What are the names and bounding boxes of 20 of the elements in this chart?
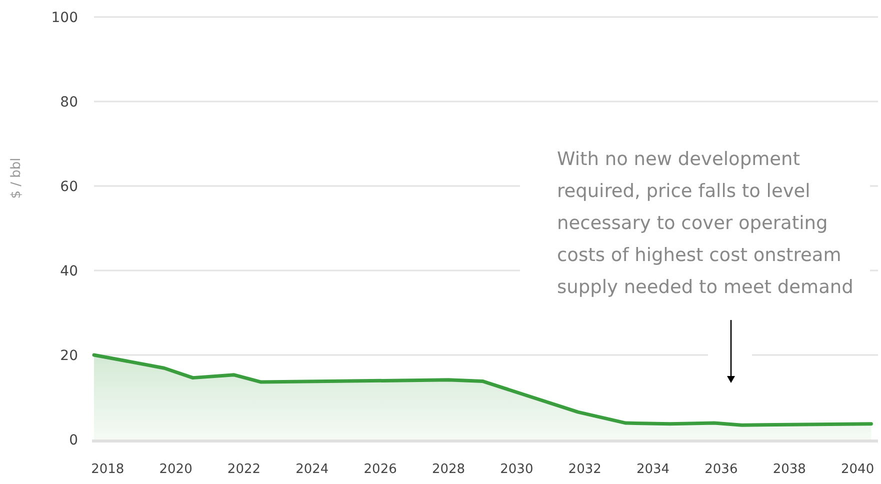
x-tick-label: 2026: [364, 462, 397, 477]
x-tick-label: 2018: [91, 462, 124, 477]
y-tick-label: 100: [51, 10, 78, 26]
x-tick-label: 2036: [704, 462, 738, 477]
x-tick-label: 2028: [432, 462, 466, 477]
y-axis-title: $ / bbl: [9, 158, 24, 199]
y-tick-label: 20: [60, 348, 78, 364]
x-tick-label: 2038: [772, 462, 806, 477]
y-tick-label: 80: [60, 94, 78, 110]
x-tick-label: 2032: [568, 462, 602, 477]
annotation: With no new development required, price falls to level necessary to cover operating costs of highest cost onstream supply needed to meet demand: [557, 149, 854, 298]
y-tick-label: 0: [69, 432, 78, 448]
y-tick-label: 60: [60, 178, 78, 195]
x-tick-label: 2034: [636, 462, 670, 477]
x-tick-label: 2040: [841, 462, 874, 477]
x-tick-label: 2020: [159, 462, 192, 477]
x-tick-label: 2024: [296, 462, 329, 477]
y-tick-label: 40: [60, 263, 78, 280]
x-tick-label: 2022: [227, 462, 261, 477]
x-tick-label: 2030: [500, 462, 534, 477]
